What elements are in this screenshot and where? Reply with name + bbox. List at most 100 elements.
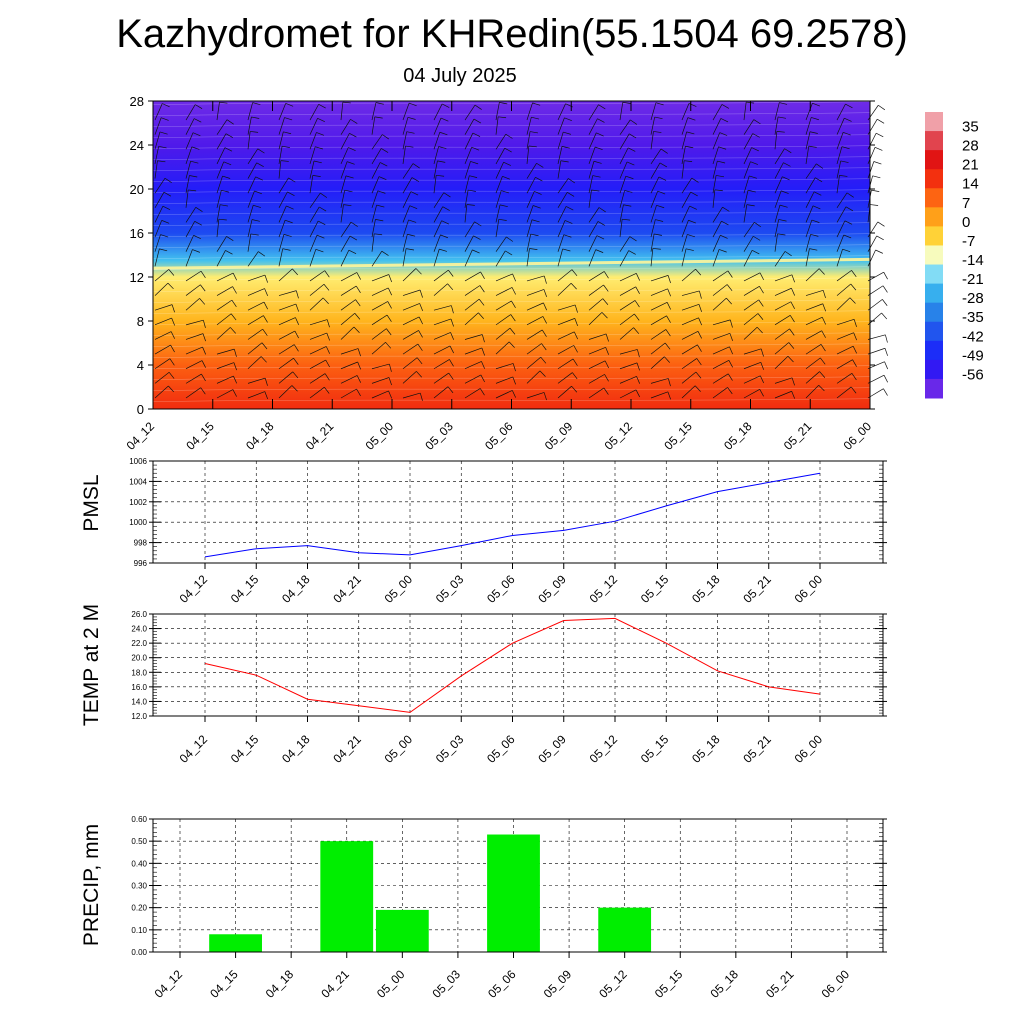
wind-barb-staff <box>495 314 511 326</box>
wind-barb-staff <box>495 190 502 208</box>
wind-barb-staff <box>867 235 878 252</box>
wind-barb-staff <box>867 133 877 150</box>
wind-barb-flag <box>286 205 294 210</box>
wind-barb-staff <box>309 146 316 165</box>
wind-barb-flag <box>449 359 454 367</box>
wind-barb-flag <box>447 283 454 291</box>
wind-barb-staff <box>464 334 483 340</box>
wind-barb-flag <box>570 283 577 290</box>
wind-barb-staff <box>650 176 660 194</box>
wind-barb-flag <box>343 204 352 207</box>
wind-barb-flag <box>408 102 417 107</box>
wind-barb-flag <box>199 298 206 305</box>
wind-barb-staff <box>588 249 597 267</box>
wind-barb-staff <box>619 300 636 311</box>
wind-barb-flag <box>219 101 228 104</box>
wind-barb-staff <box>154 178 166 194</box>
wind-barb-staff <box>712 104 723 121</box>
wind-barb-staff <box>774 390 792 399</box>
wind-barb-flag <box>375 219 384 222</box>
wind-barb-flag <box>845 206 854 212</box>
wind-barb-staff <box>836 206 847 223</box>
wind-barb-staff <box>836 192 848 209</box>
contour-line <box>152 310 871 314</box>
wind-barb-staff <box>588 235 598 252</box>
wind-barb-flag <box>440 234 449 239</box>
wind-barb-flag <box>565 206 574 211</box>
wind-barb-flag <box>849 297 856 304</box>
wind-barb-flag <box>657 190 666 195</box>
wind-barb-flag <box>468 189 477 192</box>
wind-barb-flag <box>505 133 513 139</box>
y-tick-label: 12.0 <box>131 712 147 721</box>
wind-barb-flag <box>511 390 517 398</box>
wind-barb-staff <box>681 103 690 121</box>
wind-barb-staff <box>774 301 792 311</box>
wind-barb-flag <box>350 221 358 227</box>
wind-barb-staff <box>371 251 383 267</box>
wind-barb-staff <box>309 192 321 209</box>
wind-barb-staff <box>526 248 530 267</box>
wind-barb-staff <box>526 117 532 135</box>
wind-barb-staff <box>557 234 565 252</box>
wind-barb-flag <box>759 286 764 294</box>
wind-barb-flag <box>542 316 547 324</box>
wind-barb-flag <box>348 249 357 254</box>
wind-barb-flag <box>295 317 300 325</box>
wind-barb-flag <box>784 148 792 154</box>
wind-barb-flag <box>698 304 702 313</box>
wind-barb-staff <box>681 220 689 238</box>
wind-barb-staff <box>619 376 637 384</box>
wind-barb-flag <box>377 190 386 194</box>
wind-barb-staff <box>371 314 388 326</box>
wind-barb-flag <box>664 342 671 350</box>
wind-barb-staff <box>247 219 253 238</box>
wind-barb-staff <box>433 345 451 355</box>
x-tick-label: 04_15 <box>228 732 262 766</box>
wind-barb-staff <box>154 317 172 326</box>
wind-barb-staff <box>526 356 542 370</box>
wind-barb-flag <box>285 219 293 224</box>
wind-barb-flag <box>315 248 324 253</box>
wind-barb-staff <box>836 359 853 370</box>
wind-barb-staff <box>154 372 170 384</box>
wind-barb-staff <box>278 303 297 311</box>
wind-barb-flag <box>226 119 234 125</box>
wind-barb-staff <box>774 274 793 282</box>
wind-barb-flag <box>252 102 261 106</box>
wind-barb-staff <box>867 334 886 340</box>
wind-barb-flag <box>357 348 361 357</box>
wind-barb-flag <box>884 348 888 356</box>
wind-barb-flag <box>405 145 414 148</box>
colorbar-label: -49 <box>962 347 984 364</box>
wind-barb-flag <box>230 327 236 334</box>
wind-barb-flag <box>563 234 572 238</box>
wind-barb-flag <box>573 331 579 340</box>
wind-barb-staff <box>650 131 654 150</box>
wind-barb-flag <box>504 147 512 153</box>
wind-barb-flag <box>324 386 330 394</box>
wind-barb-flag <box>667 378 671 387</box>
wind-barb-flag <box>818 385 825 392</box>
wind-barb-staff <box>867 147 876 165</box>
wind-barb-staff <box>805 330 822 340</box>
chart-title: Kazhydromet for KHRedin(55.1504 69.2578) <box>116 12 908 56</box>
y-tick-label: 0.00 <box>131 948 147 957</box>
contour-line <box>152 167 871 171</box>
wind-barb-staff <box>712 284 728 296</box>
wind-barb-flag <box>264 288 269 297</box>
contour-line <box>152 376 871 380</box>
wind-barb-flag <box>346 161 355 165</box>
wind-barb-flag <box>885 334 888 343</box>
wind-barb-staff <box>805 146 810 164</box>
wind-barb-flag <box>791 391 796 399</box>
wind-barb-flag <box>315 146 323 150</box>
x-tick-label: 04_12 <box>152 967 186 1001</box>
wind-barb-flag <box>416 357 423 365</box>
wind-barb-staff <box>402 248 407 267</box>
wind-barb-staff <box>464 298 480 311</box>
wind-barb-staff <box>433 283 448 296</box>
contour-line <box>152 365 871 369</box>
wind-barb-staff <box>309 373 326 384</box>
wind-barb-flag <box>168 385 174 393</box>
